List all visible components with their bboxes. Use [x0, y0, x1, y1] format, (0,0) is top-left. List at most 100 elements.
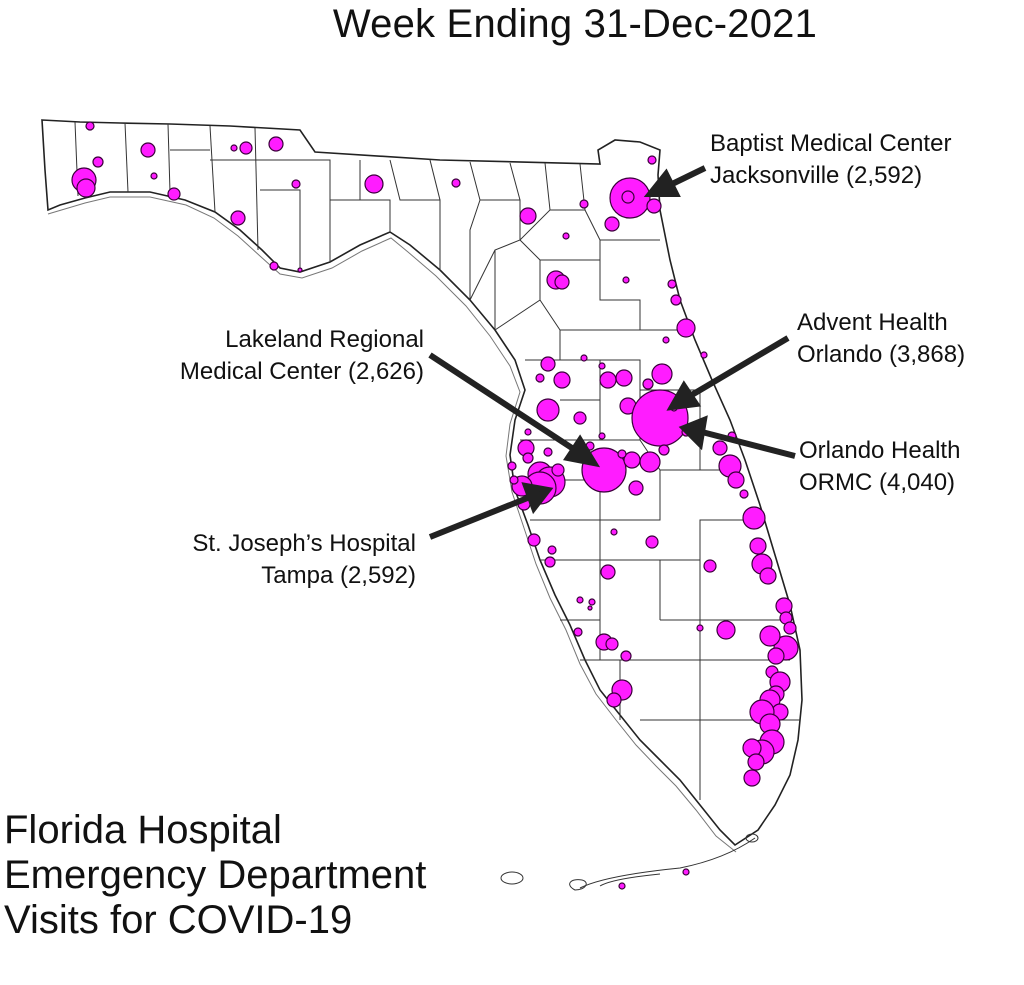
arrowhead-advent	[666, 380, 702, 411]
map-caption: Florida Hospital Emergency Department Vi…	[4, 808, 426, 943]
arrowhead-lakeland	[562, 434, 601, 468]
callout-baptist-line1: Baptist Medical Center	[710, 130, 952, 157]
hospital-marker	[605, 637, 619, 651]
hospital-marker	[547, 545, 557, 555]
hospital-marker	[507, 461, 517, 471]
callout-baptist: Baptist Medical Center Jacksonville (2,5…	[710, 128, 951, 192]
florida-keys	[500, 833, 759, 891]
arrow-ormc	[701, 429, 796, 459]
hospital-marker	[598, 432, 606, 440]
caption-line-3: Visits for COVID-19	[4, 898, 353, 942]
hospital-marker	[509, 475, 519, 485]
hospital-marker	[759, 625, 781, 647]
hospital-marker	[646, 198, 662, 214]
hospital-marker	[682, 868, 690, 876]
callout-stjoseph-line1: St. Joseph’s Hospital	[192, 530, 416, 557]
arrowhead-stjoseph	[521, 482, 554, 515]
hospital-marker	[727, 471, 745, 489]
callout-ormc: Orlando Health ORMC (4,040)	[799, 435, 960, 499]
hospital-marker	[606, 692, 622, 708]
hospital-marker	[639, 451, 661, 473]
hospital-marker	[622, 276, 630, 284]
hospital-marker	[610, 528, 618, 536]
map-title: Week Ending 31-Dec-2021	[332, 2, 818, 46]
hospital-marker	[667, 279, 677, 289]
state-outline	[41, 119, 803, 853]
hospital-marker	[543, 447, 553, 457]
callout-lakeland-line2: Medical Center (2,626)	[179, 358, 424, 385]
hospital-marker	[783, 621, 797, 635]
callout-stjoseph: St. Joseph’s Hospital Tampa (2,592)	[192, 528, 416, 592]
hospital-marker	[642, 378, 654, 390]
hospital-marker	[230, 144, 238, 152]
hospital-marker	[739, 489, 749, 499]
arrow-lakeland	[428, 352, 577, 453]
hospital-marker	[617, 449, 627, 459]
hospital-marker	[588, 598, 596, 606]
hospital-marker	[297, 267, 303, 273]
arrow-baptist	[666, 165, 707, 189]
hospital-marker	[239, 141, 253, 155]
hospital-marker	[775, 597, 793, 615]
hospital-marker	[551, 463, 565, 477]
hospital-marker	[662, 336, 670, 344]
hospital-marker	[716, 620, 736, 640]
hospital-marker	[767, 647, 785, 665]
hospital-marker	[676, 318, 696, 338]
hospital-marker	[140, 142, 156, 158]
hospital-marker	[167, 187, 181, 201]
hospital-marker	[621, 190, 635, 204]
arrowhead-baptist	[643, 168, 681, 197]
caption-line-1: Florida Hospital	[4, 808, 282, 852]
hospital-marker	[573, 627, 583, 637]
hospital-marker	[527, 533, 541, 547]
hospital-marker	[269, 261, 279, 271]
hospital-marker	[519, 207, 537, 225]
hospital-marker	[587, 605, 593, 611]
arrow-stjoseph	[428, 494, 532, 540]
hospital-marker	[747, 753, 765, 771]
hospital-marker	[628, 480, 644, 496]
hospital-marker	[544, 556, 556, 568]
hospital-marker	[579, 199, 589, 209]
callout-advent: Advent Health Orlando (3,868)	[797, 307, 965, 371]
callout-arrows	[428, 165, 796, 540]
hospital-marker	[230, 210, 246, 226]
arrow-advent	[688, 335, 790, 399]
hospital-marker	[700, 351, 708, 359]
hospital-marker	[76, 178, 96, 198]
callout-baptist-line2: Jacksonville (2,592)	[710, 162, 923, 189]
hospital-marker	[150, 172, 158, 180]
hospital-marker	[600, 564, 616, 580]
caption-line-2: Emergency Department	[4, 853, 427, 897]
hospital-marker	[743, 769, 761, 787]
hospital-marker	[712, 440, 728, 456]
hospital-marker	[364, 174, 384, 194]
hospital-marker	[647, 155, 657, 165]
hospital-marker	[554, 274, 570, 290]
hospital-marker	[645, 535, 659, 549]
callout-advent-line1: Advent Health	[797, 309, 948, 336]
callout-stjoseph-line2: Tampa (2,592)	[261, 562, 416, 589]
callout-lakeland: Lakeland Regional Medical Center (2,626)	[180, 324, 424, 388]
hospital-marker	[540, 356, 556, 372]
arrowhead-ormc	[678, 415, 708, 451]
hospital-marker	[742, 506, 766, 530]
hospital-marker	[268, 136, 284, 152]
hospital-marker	[553, 371, 571, 389]
hospital-marker	[92, 156, 104, 168]
hospital-marker	[604, 216, 620, 232]
hospital-marker	[573, 411, 587, 425]
hospital-marker	[536, 398, 560, 422]
hospital-marker	[562, 232, 570, 240]
hospital-marker	[599, 371, 617, 389]
hospital-markers	[71, 121, 799, 890]
hospital-marker	[696, 624, 704, 632]
hospital-marker	[524, 428, 532, 436]
callout-ormc-line1: Orlando Health	[799, 437, 961, 464]
callout-ormc-line2: ORMC (4,040)	[799, 469, 956, 496]
hospital-marker	[670, 294, 682, 306]
hospital-marker	[620, 650, 632, 662]
hospital-marker	[658, 444, 670, 456]
hospital-marker	[615, 369, 633, 387]
